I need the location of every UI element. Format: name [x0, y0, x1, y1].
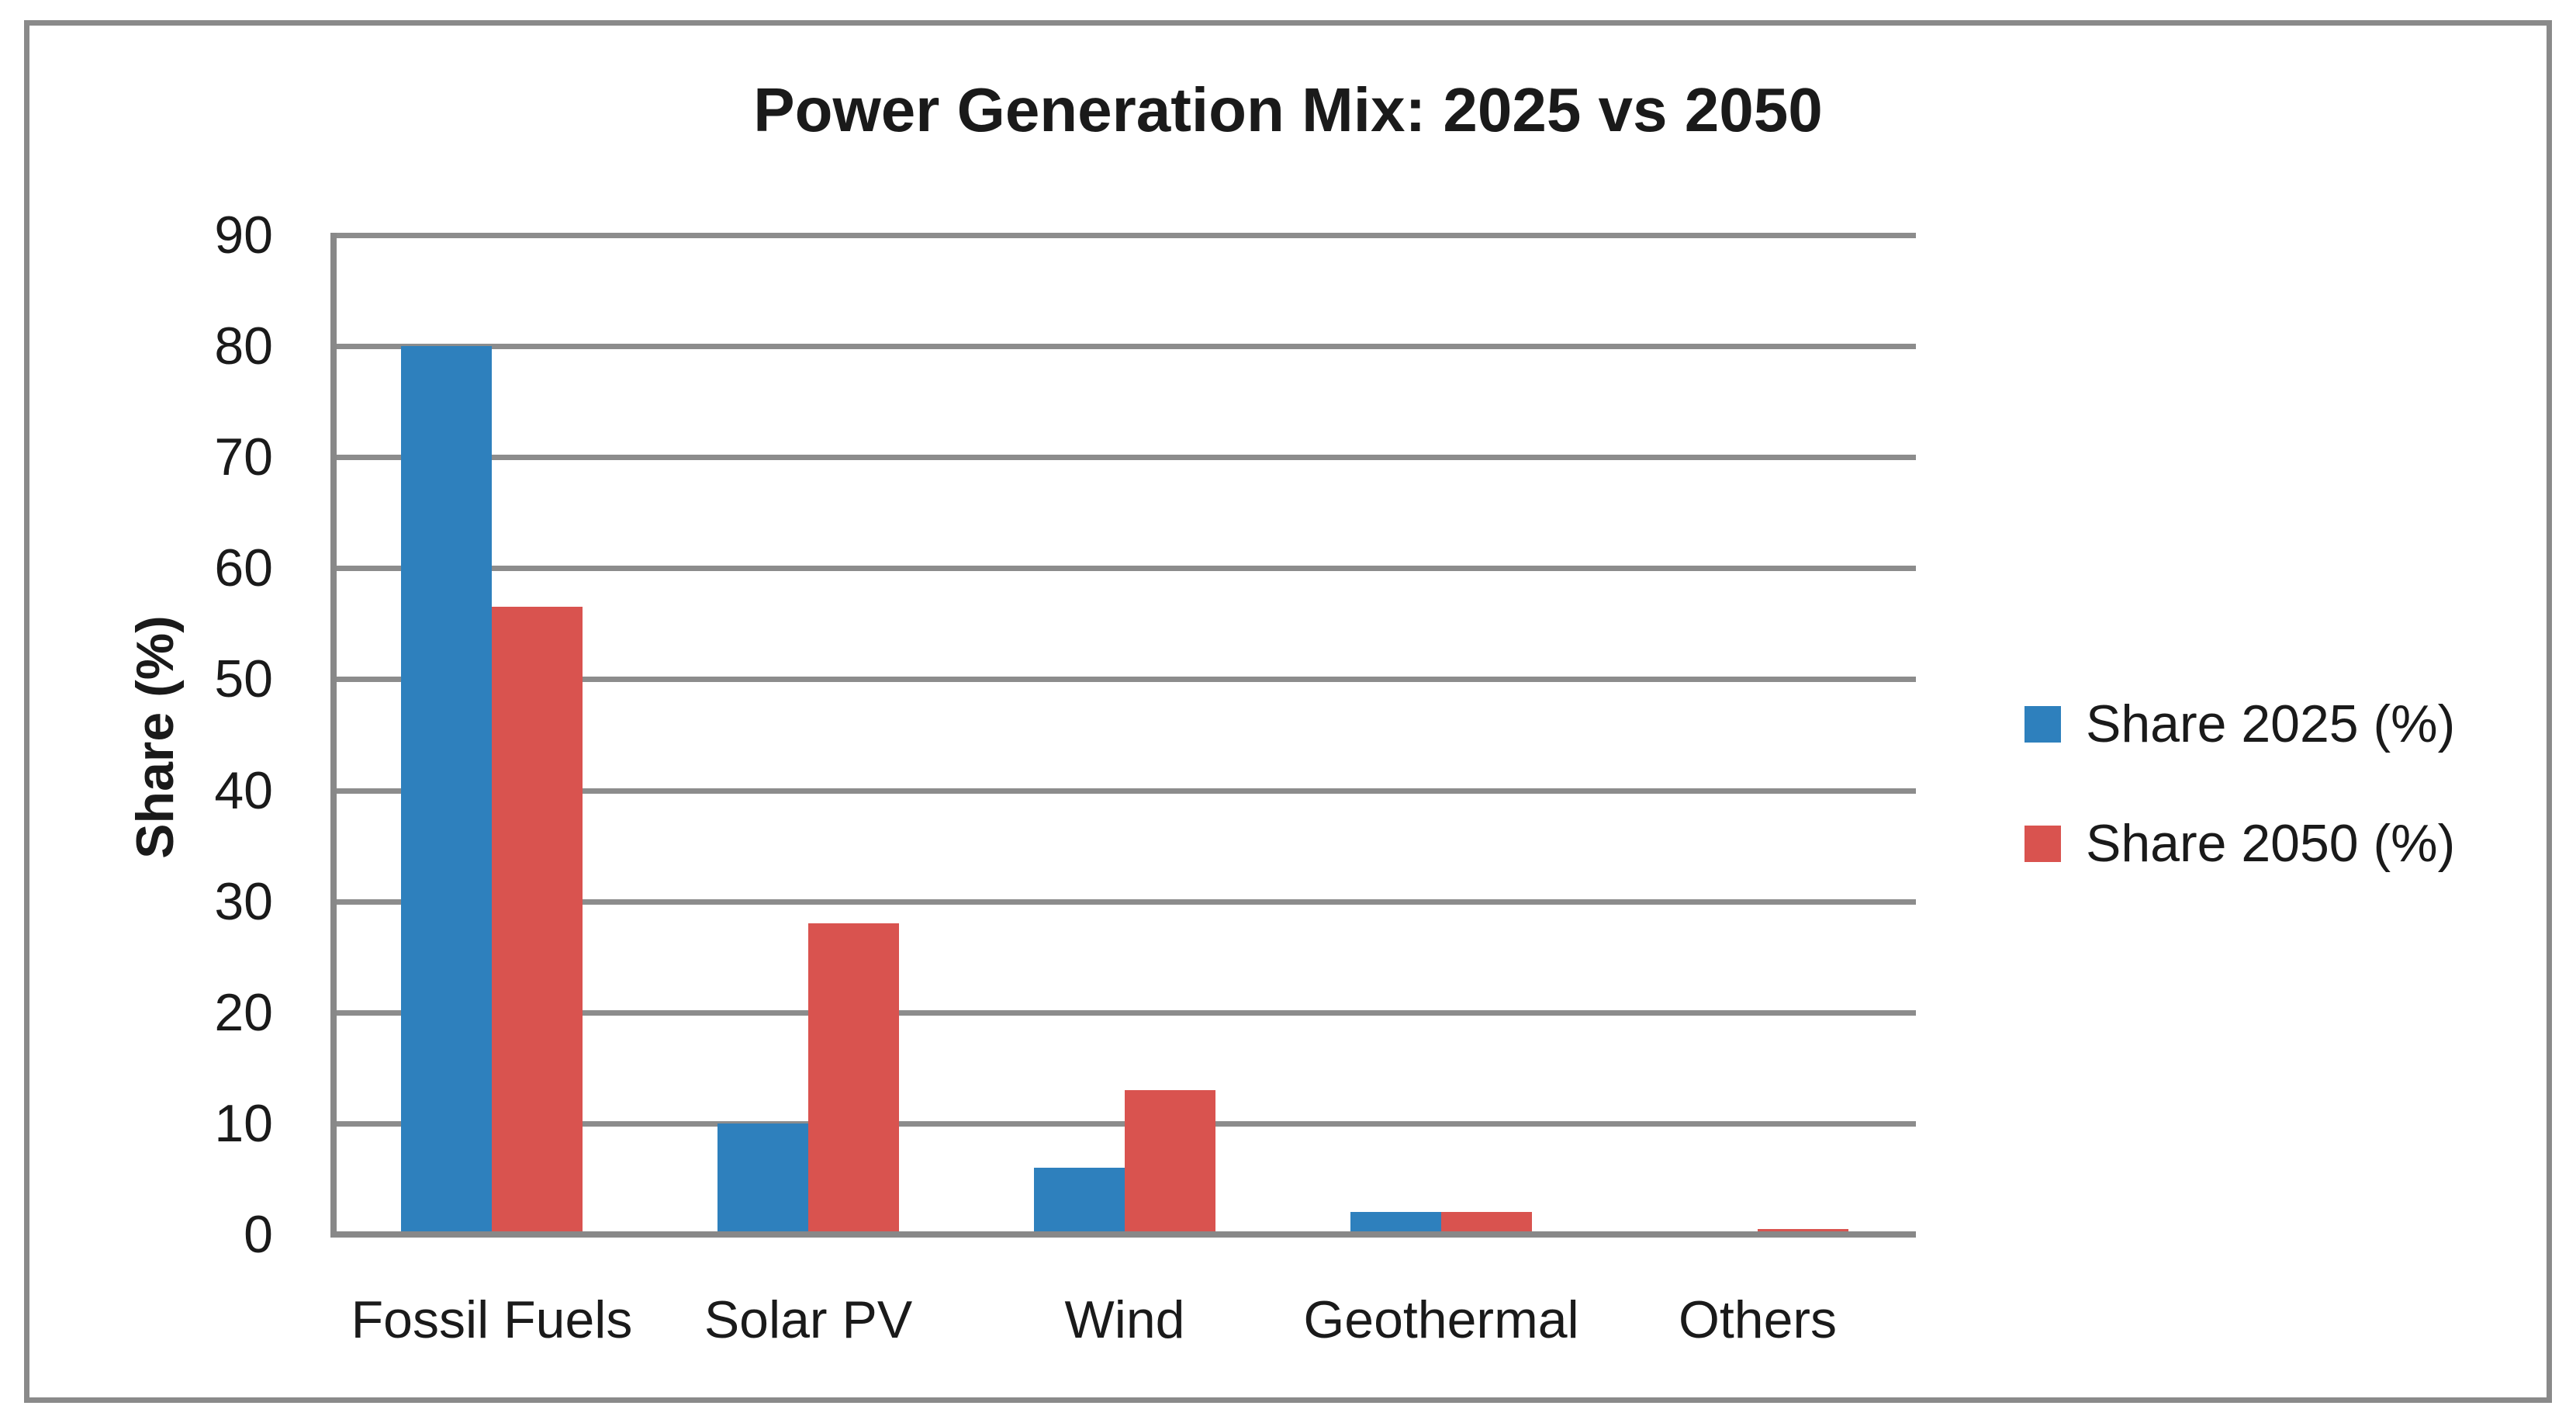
y-tick-label-90: 90 — [214, 206, 273, 265]
x-category-label-geothermal: Geothermal — [1303, 1290, 1579, 1349]
legend-swatch-icon — [2024, 705, 2061, 743]
y-tick-label-20: 20 — [214, 982, 273, 1042]
bar-fossil-fuels-series-0 — [401, 346, 492, 1234]
bar-fossil-fuels-series-1 — [492, 607, 583, 1234]
y-tick-label-50: 50 — [214, 649, 273, 709]
y-tick-label-0: 0 — [244, 1205, 273, 1264]
x-axis-category-labels: Fossil Fuels Solar PV Wind Geothermal Others — [334, 1290, 1916, 1375]
bar-solar-pv-series-0 — [717, 1123, 808, 1234]
gridline-y-50 — [334, 677, 1916, 683]
x-category-label-fossil-fuels: Fossil Fuels — [351, 1290, 633, 1349]
chart-title: Power Generation Mix: 2025 vs 2050 — [753, 75, 1823, 144]
legend-label: Share 2025 (%) — [2086, 694, 2456, 753]
bar-wind-series-1 — [1125, 1090, 1215, 1234]
gridline-y-40 — [334, 788, 1916, 794]
y-tick-label-40: 40 — [214, 760, 273, 820]
bar-geothermal-series-1 — [1441, 1212, 1532, 1234]
legend-swatch-icon — [2024, 825, 2061, 862]
y-tick-label-60: 60 — [214, 538, 273, 598]
gridline-y-80 — [334, 344, 1916, 350]
bar-wind-series-0 — [1034, 1168, 1125, 1234]
y-tick-label-10: 10 — [214, 1093, 273, 1153]
legend-item-0: Share 2025 (%) — [2024, 694, 2455, 754]
x-category-label-wind: Wind — [1064, 1290, 1185, 1349]
plot-area — [330, 233, 1916, 1238]
bar-solar-pv-series-1 — [808, 923, 899, 1234]
y-axis-tick-labels: 0 10 20 30 40 50 60 70 80 90 — [0, 206, 273, 1264]
gridline-y-60 — [334, 566, 1916, 572]
y-axis-line — [330, 233, 337, 1238]
legend-label: Share 2050 (%) — [2086, 814, 2456, 873]
x-axis-line — [330, 1231, 1916, 1238]
legend-item-1: Share 2050 (%) — [2024, 813, 2455, 874]
gridline-y-30 — [334, 898, 1916, 905]
x-category-label-others: Others — [1678, 1290, 1838, 1349]
gridline-y-20 — [334, 1009, 1916, 1016]
legend: Share 2025 (%) Share 2050 (%) — [2024, 694, 2455, 874]
gridline-y-90 — [334, 233, 1916, 238]
x-category-label-solar-pv: Solar PV — [704, 1290, 913, 1349]
y-tick-label-30: 30 — [214, 871, 273, 931]
y-tick-label-80: 80 — [214, 317, 273, 376]
gridline-y-70 — [334, 455, 1916, 461]
bar-geothermal-series-0 — [1350, 1212, 1441, 1234]
y-tick-label-70: 70 — [214, 428, 273, 487]
